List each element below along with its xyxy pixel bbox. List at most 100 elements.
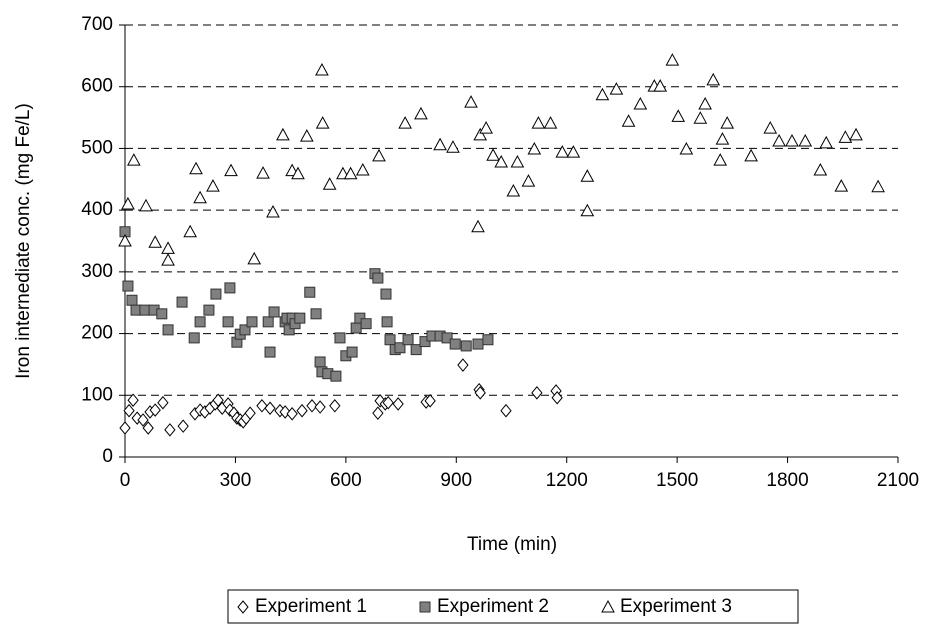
point [849,127,863,141]
point [871,179,885,193]
point [609,82,624,95]
point [472,338,484,350]
point [118,233,132,247]
point [329,398,341,413]
x-tick-label: 1800 [766,470,808,491]
point [239,324,251,336]
point [555,145,570,158]
point [127,393,139,408]
y-tick-label: 700 [81,14,113,35]
point [510,154,525,168]
point [566,145,581,158]
point [268,306,280,318]
legend-box [227,589,799,624]
point [446,140,460,153]
point [314,400,326,414]
point [633,96,648,110]
point [210,288,222,300]
point [264,401,276,416]
point [460,340,472,352]
legend-label: Experiment 1 [255,596,367,617]
point [156,308,168,320]
point [372,148,386,162]
point [149,403,161,417]
point [471,219,485,233]
point [698,96,712,110]
point [139,198,153,212]
point [224,282,236,294]
point [394,342,406,354]
point [414,106,428,120]
point [299,129,314,142]
legend-marker [237,600,249,614]
y-tick-label: 300 [81,261,113,282]
legend-label: Experiment 2 [437,596,549,617]
point [262,316,274,328]
point [441,332,453,344]
point [183,224,197,238]
point [402,334,414,346]
point [706,72,721,86]
y-tick-label: 500 [81,137,113,158]
point [266,204,280,218]
point [744,148,758,162]
point [527,142,542,155]
point [334,332,346,344]
point [380,288,392,300]
point [382,395,394,410]
point [314,356,326,368]
point [137,413,149,427]
point [310,308,322,320]
point [176,296,188,308]
point [315,116,330,129]
point [372,272,384,284]
point [286,407,298,421]
point [354,312,366,324]
point [384,334,396,346]
y-tick-label: 400 [81,199,113,220]
point [419,336,431,348]
point [139,304,151,316]
point [653,79,668,92]
point [580,203,595,217]
point [531,386,543,400]
point [256,398,268,413]
x-tick-label: 2100 [877,470,919,491]
point [464,95,478,108]
y-tick-label: 100 [81,384,113,405]
point [819,135,834,149]
point [306,398,318,413]
point [693,111,708,124]
x-tick-label: 600 [330,470,362,491]
point [122,280,134,292]
x-axis-title: Time (min) [467,534,557,555]
point [343,166,358,180]
point [763,121,778,134]
point [482,334,494,346]
y-axis-title: Iron internediate conc. (mg Fe/L) [13,103,34,379]
point [206,179,220,192]
point [713,153,728,166]
point [247,251,262,265]
point [350,322,362,334]
point [449,338,461,350]
point [355,162,370,176]
point [212,393,224,408]
x-tick-label: 1200 [546,470,588,491]
legend-marker [601,599,615,613]
point [433,137,447,151]
legend-marker [419,601,431,613]
point [119,421,131,435]
point [580,169,595,182]
point [246,316,258,328]
point [123,403,135,418]
point [457,358,469,372]
point [715,132,730,145]
point [276,127,290,141]
point [479,121,493,134]
legend-label: Experiment 3 [620,596,732,617]
point [473,127,488,141]
x-tick-label: 1500 [656,470,698,491]
point [315,63,329,76]
